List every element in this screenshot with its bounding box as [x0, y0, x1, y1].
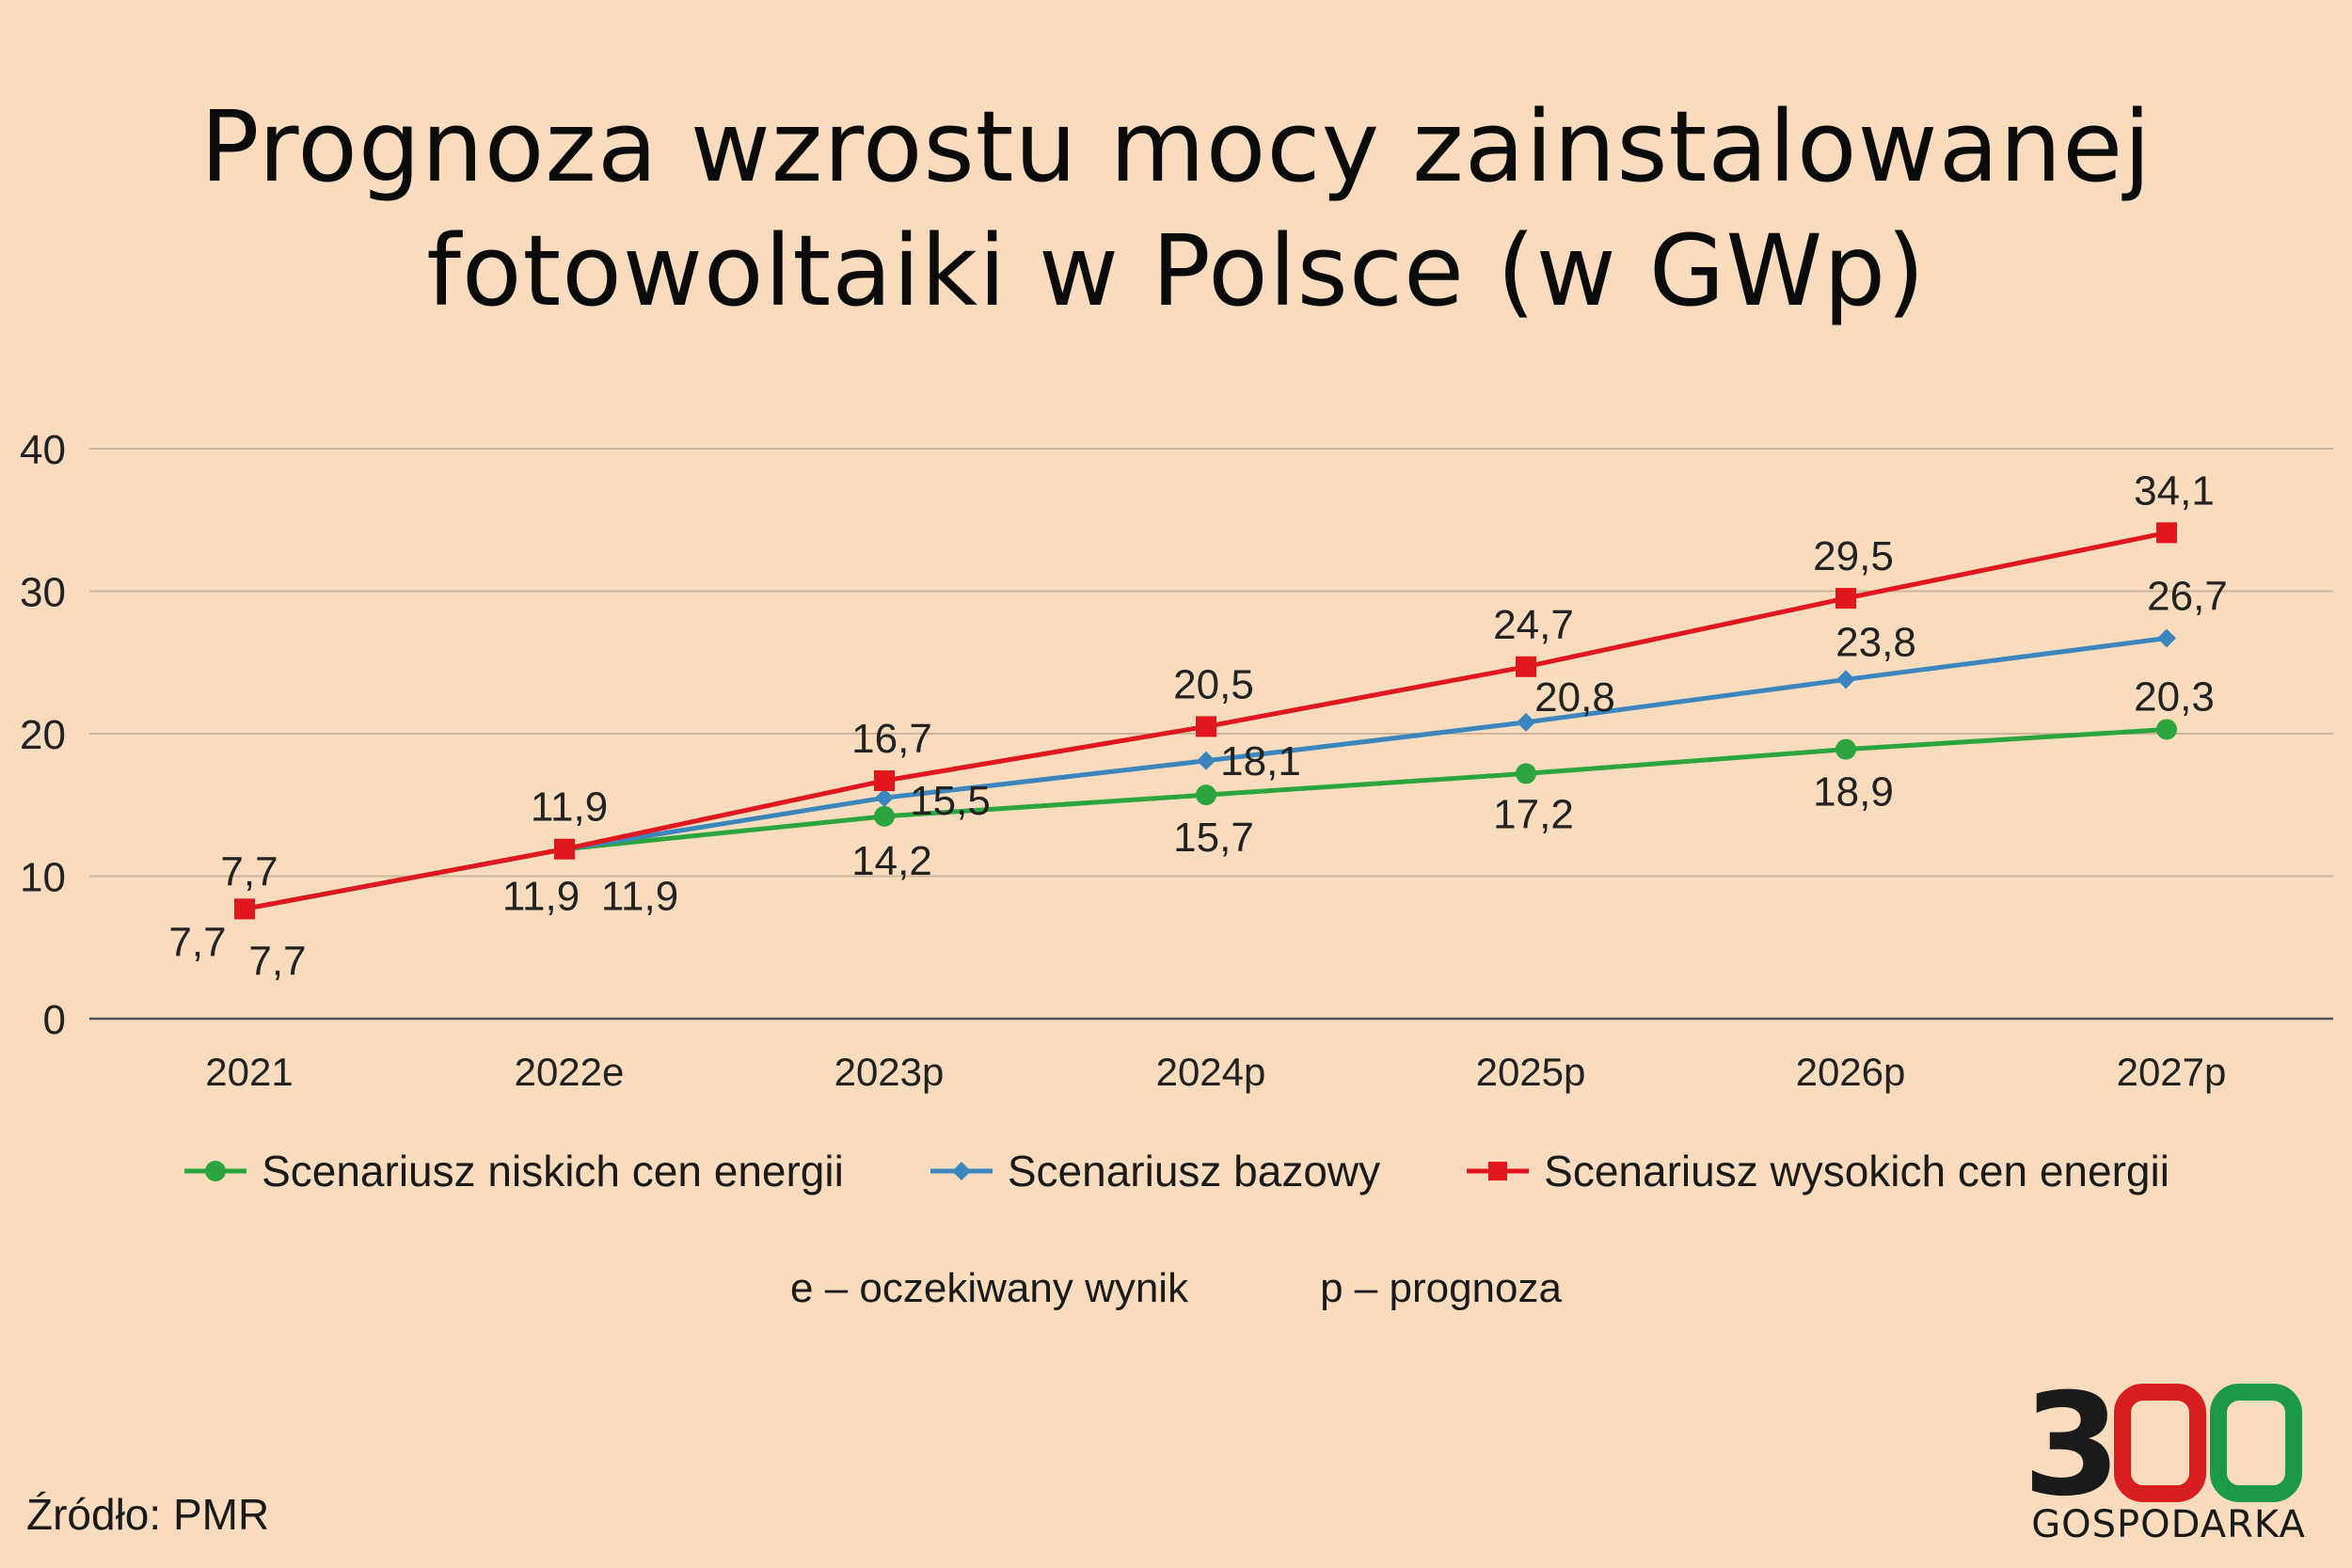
legend-label-base: Scenariusz bazowy	[1007, 1147, 1381, 1196]
data-label: 20,5	[1173, 661, 1254, 707]
y-tick-label: 0	[43, 997, 66, 1043]
y-tick-label: 10	[20, 855, 66, 901]
data-point	[1836, 670, 1855, 689]
chart-title: Prognoza wzrostu mocy zainstalowanej fot…	[0, 85, 2352, 333]
title-line-2: fotowoltaiki w Polsce (w GWp)	[426, 214, 1926, 328]
data-label: 18,9	[1813, 769, 1894, 816]
x-tick-label: 2027p	[2117, 1050, 2227, 1094]
data-label: 34,1	[2134, 467, 2215, 514]
y-tick-label: 20	[20, 712, 66, 758]
data-point	[1196, 784, 1216, 806]
legend-item-low: Scenariusz niskich cen energii	[183, 1146, 844, 1196]
source-note: Źródło: PMR	[26, 1490, 270, 1539]
data-label: 17,2	[1493, 791, 1574, 837]
logo-digit-3: 3	[2023, 1383, 2121, 1528]
data-point	[2157, 628, 2176, 648]
data-point	[1517, 712, 1535, 732]
y-tick-label: 30	[20, 570, 66, 616]
x-tick-label: 2022e	[515, 1050, 625, 1094]
data-label: 23,8	[1836, 619, 1916, 665]
data-point	[1836, 588, 1856, 610]
data-point	[1516, 656, 1536, 677]
data-label: 11,9	[531, 784, 608, 831]
data-point	[1836, 738, 1856, 760]
x-tick-label: 2026p	[1796, 1050, 1906, 1094]
brand-logo: 3	[2023, 1383, 2302, 1528]
data-point	[554, 838, 575, 860]
legend-item-base: Scenariusz bazowy	[929, 1146, 1380, 1196]
data-point	[2156, 719, 2177, 740]
data-label: 18,1	[1220, 738, 1301, 784]
data-label: 29,5	[1813, 533, 1894, 579]
data-label: 15,7	[1173, 815, 1254, 861]
legend-label-high: Scenariusz wysokich cen energii	[1544, 1147, 2169, 1196]
logo-word: GOSPODARKA	[2031, 1503, 2306, 1546]
legend-item-high: Scenariusz wysokich cen energii	[1465, 1146, 2169, 1196]
data-point	[2156, 522, 2177, 544]
data-point	[1196, 716, 1216, 737]
data-label: 11,9	[601, 874, 678, 920]
legend-key-high	[1467, 1162, 1530, 1180]
data-label: 7,7	[168, 919, 226, 965]
data-point	[874, 805, 895, 827]
y-tick-label: 40	[20, 427, 66, 473]
data-label: 20,8	[1534, 674, 1615, 721]
data-label: 7,7	[220, 848, 278, 895]
note-forecast: p – prognoza	[1320, 1265, 1562, 1311]
data-label: 16,7	[851, 716, 932, 762]
data-label: 15,5	[910, 778, 991, 824]
x-tick-label: 2024p	[1156, 1050, 1266, 1094]
legend-label-low: Scenariusz niskich cen energii	[262, 1147, 844, 1196]
data-point	[1516, 763, 1536, 784]
data-label: 20,3	[2134, 673, 2215, 720]
data-label: 14,2	[851, 838, 932, 884]
title-line-1: Prognoza wzrostu mocy zainstalowanej	[199, 89, 2153, 204]
x-tick-label: 2025p	[1476, 1050, 1586, 1094]
data-point	[234, 898, 255, 920]
chart-notes: e – oczekiwany wynik p – prognoza	[0, 1265, 2352, 1312]
legend-key-base	[930, 1162, 993, 1180]
data-point	[1197, 751, 1216, 770]
data-point	[874, 769, 895, 791]
data-label: 7,7	[248, 938, 306, 984]
data-label: 11,9	[502, 874, 580, 920]
chart-legend: Scenariusz niskich cen energii Scenarius…	[0, 1146, 2352, 1196]
x-tick-label: 2023p	[834, 1050, 945, 1094]
data-point	[875, 788, 894, 808]
legend-key-low	[184, 1161, 247, 1181]
logo-ring-green	[2210, 1384, 2302, 1502]
data-label: 24,7	[1493, 602, 1574, 648]
data-label: 26,7	[2147, 573, 2228, 619]
logo-ring-red	[2114, 1384, 2206, 1502]
note-expected: e – oczekiwany wynik	[790, 1265, 1189, 1311]
x-tick-label: 2021	[205, 1050, 293, 1094]
